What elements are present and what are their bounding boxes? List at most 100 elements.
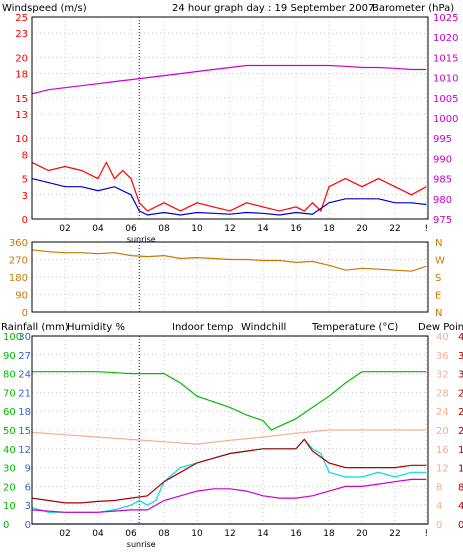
windspeed-line <box>31 161 427 212</box>
humidity-tick-label: 20 <box>3 482 16 493</box>
humidity-tick-label: 80 <box>3 370 16 381</box>
indoor-temp-tick-label: 8 <box>436 482 442 493</box>
rainfall-tick-label: 30 <box>18 332 31 343</box>
barometer-tick-label: 985 <box>433 175 452 186</box>
compass-tick-label: N <box>435 238 442 249</box>
x-tick-label: 02 <box>59 224 70 234</box>
humidity-tick-label: 60 <box>3 407 16 418</box>
temperature-axis-label: Temperature (°C) <box>311 322 398 333</box>
direction-tick-label: 90 <box>15 291 28 302</box>
rainfall-tick-label: 21 <box>18 388 31 399</box>
direction-tick-label: 360 <box>9 238 28 249</box>
compass-tick-label: S <box>435 273 441 284</box>
barometer-tick-label: 1005 <box>433 94 458 105</box>
windspeed-tick-label: 10 <box>15 134 28 145</box>
windspeed-tick-label: 3 <box>22 191 28 202</box>
x-tick-label: 02 <box>59 529 70 539</box>
x-tick-label: 06 <box>125 529 137 539</box>
temperature-tick-label: 36 <box>458 351 463 362</box>
indoor-temp-tick-label: 4 <box>436 501 442 512</box>
x-tick-label: 10 <box>191 529 203 539</box>
temperature-tick-label: 28 <box>458 388 463 399</box>
humidity-tick-label: 50 <box>3 426 16 437</box>
humidity-tick-label: 40 <box>3 445 16 456</box>
barometer-tick-label: 980 <box>433 195 452 206</box>
windspeed-tick-label: 13 <box>15 110 28 121</box>
barometer-tick-label: 975 <box>433 215 452 226</box>
windchill-label: Windchill <box>241 322 286 333</box>
temperature-tick-label: 24 <box>458 407 463 418</box>
windspeed-tick-label: 25 <box>15 13 28 24</box>
compass-tick-label: N <box>435 308 442 319</box>
windspeed-tick-label: 23 <box>15 29 28 40</box>
rainfall-tick-label: 0 <box>25 520 31 531</box>
x-tick-label: 14 <box>257 529 269 539</box>
dewpoint-label: Dew Point <box>418 322 463 333</box>
temperature-tick-label: 4 <box>458 501 463 512</box>
sunrise-label: sunrise <box>127 235 156 244</box>
temperature-tick-label: 32 <box>458 370 463 381</box>
windspeed-axis-label: Windspeed (m/s) <box>2 3 87 14</box>
plot-frame-3 <box>31 335 429 525</box>
x-tick-label: 22 <box>389 529 400 539</box>
barometer-tick-label: 1000 <box>433 114 458 125</box>
wind-direction-line <box>31 249 427 272</box>
x-tick-label: 20 <box>356 529 368 539</box>
temperature-tick-label: 16 <box>458 445 463 456</box>
barometer-line <box>31 64 427 95</box>
x-tick-label: 10 <box>191 224 203 234</box>
x-tick-label: ! <box>425 529 429 539</box>
barometer-tick-label: 1020 <box>433 33 458 44</box>
temperature-tick-label: 12 <box>458 464 463 475</box>
windchill-line <box>31 438 427 513</box>
windspeed-tick-label: 20 <box>15 53 28 64</box>
windspeed-tick-label: 8 <box>22 150 28 161</box>
indoor-temp-label: Indoor temp <box>172 322 233 333</box>
windspeed-tick-label: 18 <box>15 70 28 81</box>
x-tick-label: 22 <box>389 224 400 234</box>
humidity-tick-label: 70 <box>3 388 16 399</box>
x-tick-label: 16 <box>290 224 302 234</box>
x-tick-label: 12 <box>224 529 235 539</box>
compass-tick-label: E <box>435 291 441 302</box>
rainfall-tick-label: 24 <box>18 370 31 381</box>
indoor-temp-tick-label: 16 <box>436 445 449 456</box>
temperature-line <box>31 438 427 504</box>
indoor-temp-tick-label: 24 <box>436 407 449 418</box>
dewpoint-line <box>31 478 427 513</box>
x-tick-label: 18 <box>323 529 335 539</box>
series-layer <box>31 64 427 525</box>
x-tick-label: 04 <box>92 529 104 539</box>
temperature-tick-label: 0 <box>458 520 463 531</box>
temperature-tick-label: 8 <box>458 482 463 493</box>
rainfall-tick-label: 9 <box>25 464 31 475</box>
chart-title: 24 hour graph day : 19 September 2007 <box>172 3 374 14</box>
compass-tick-label: W <box>435 256 445 267</box>
humidity-tick-label: 30 <box>3 464 16 475</box>
humidity-tick-label: 10 <box>3 501 16 512</box>
indoor-temp-tick-label: 32 <box>436 370 449 381</box>
barometer-tick-label: 1015 <box>433 53 458 64</box>
temperature-tick-label: 40 <box>458 332 463 343</box>
plot-frame-1 <box>31 16 429 220</box>
humidity-tick-label: 0 <box>3 520 9 531</box>
windspeed-tick-label: 5 <box>22 175 28 186</box>
windspeed-tick-label: 15 <box>15 94 28 105</box>
rainfall-tick-label: 27 <box>18 351 31 362</box>
rainfall-axis-label: Rainfall (mm) <box>1 322 69 333</box>
indoor-temp-tick-label: 28 <box>436 388 449 399</box>
rainfall-tick-label: 6 <box>25 482 31 493</box>
x-tick-label: ! <box>425 224 429 234</box>
indoor-temp-tick-label: 40 <box>436 332 449 343</box>
x-tick-label: 08 <box>158 529 170 539</box>
plot-frame-2 <box>31 241 429 313</box>
barometer-tick-label: 990 <box>433 154 452 165</box>
barometer-axis-label: Barometer (hPa) <box>372 3 454 14</box>
x-tick-label: 20 <box>356 224 368 234</box>
barometer-tick-label: 995 <box>433 134 452 145</box>
sunrise-label: sunrise <box>127 540 156 549</box>
humidity-axis-label: Humidity % <box>67 322 125 333</box>
humidity-line <box>32 371 427 431</box>
